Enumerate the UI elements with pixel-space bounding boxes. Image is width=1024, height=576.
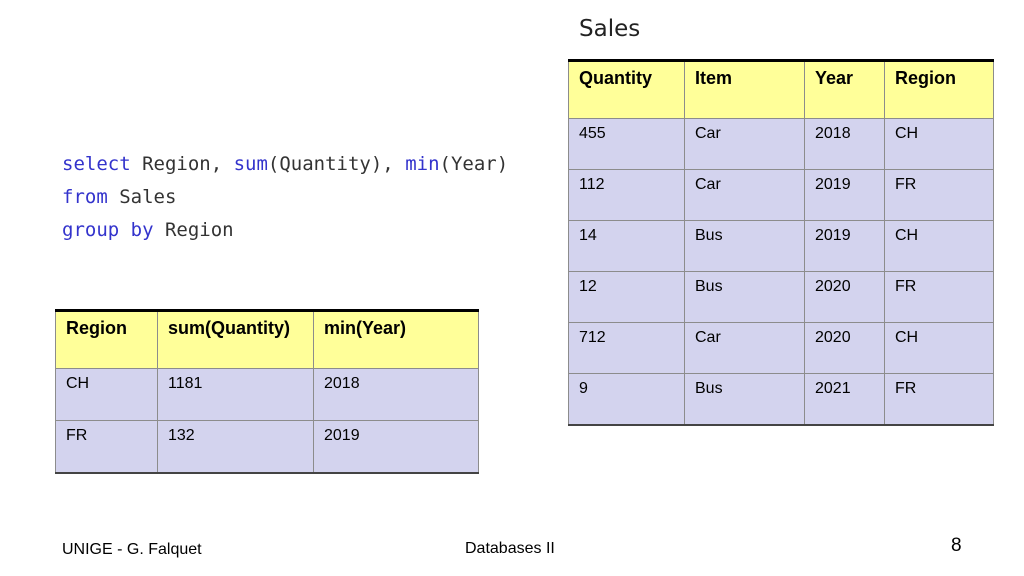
table-cell: 2020 [804,322,885,374]
table-row: 455 Car 2018 CH [568,118,994,170]
sales-table-title: Sales [579,16,641,42]
table-cell: CH [884,220,994,272]
sql-text: Region, [130,153,234,175]
table-row: FR 132 2019 [55,420,479,474]
footer-author: UNIGE - G. Falquet [62,541,202,558]
table-cell: CH [55,368,158,421]
table-cell: 2020 [804,271,885,323]
table-cell: Car [684,118,805,170]
table-cell: 2018 [804,118,885,170]
table-row: 14 Bus 2019 CH [568,220,994,272]
table-cell: 12 [568,271,685,323]
sales-table: Quantity Item Year Region 455 Car 2018 C… [568,59,994,426]
table-cell: Bus [684,220,805,272]
table-cell: 1181 [157,368,314,421]
table-cell: 2019 [313,420,479,474]
table-cell: FR [884,169,994,221]
table-row: 9 Bus 2021 FR [568,373,994,426]
sql-query: select Region, sum(Quantity), min(Year) f… [62,148,508,247]
sql-line: select Region, sum(Quantity), min(Year) [62,148,508,181]
table-cell: 712 [568,322,685,374]
table-row: CH 1181 2018 [55,368,479,421]
table-cell: 112 [568,169,685,221]
sql-keyword: min [405,153,440,175]
header-cell: min(Year) [313,310,479,369]
sql-line: from Sales [62,181,508,214]
table-cell: 14 [568,220,685,272]
table-cell: FR [884,271,994,323]
header-cell: Item [684,60,805,119]
sql-text: Region [153,219,234,241]
header-cell: sum(Quantity) [157,310,314,369]
sql-keyword: sum [233,153,268,175]
sql-keyword: from [62,186,108,208]
header-cell: Year [804,60,885,119]
table-cell: Bus [684,271,805,323]
table-cell: 455 [568,118,685,170]
sql-keyword: select [62,153,131,175]
table-cell: CH [884,118,994,170]
table-cell: 9 [568,373,685,426]
header-cell: Quantity [568,60,685,119]
table-cell: FR [55,420,158,474]
page-number: 8 [951,535,962,556]
header-cell: Region [884,60,994,119]
result-header-row: Region sum(Quantity) min(Year) [55,310,479,369]
table-cell: 2019 [804,169,885,221]
table-row: 112 Car 2019 FR [568,169,994,221]
table-cell: 2019 [804,220,885,272]
sql-text: (Quantity), [267,153,406,175]
footer-course-title: Databases II [465,540,555,557]
table-cell: CH [884,322,994,374]
sql-line: group by Region [62,214,508,247]
sql-text: Sales [107,186,177,208]
header-cell: Region [55,310,158,369]
table-cell: 2021 [804,373,885,426]
table-cell: 2018 [313,368,479,421]
sql-keyword: group by [62,219,154,241]
table-cell: Car [684,169,805,221]
table-row: 712 Car 2020 CH [568,322,994,374]
table-cell: Car [684,322,805,374]
sales-header-row: Quantity Item Year Region [568,60,994,119]
table-row: 12 Bus 2020 FR [568,271,994,323]
result-table: Region sum(Quantity) min(Year) CH 1181 2… [55,309,479,474]
table-cell: 132 [157,420,314,474]
table-cell: Bus [684,373,805,426]
sql-text: (Year) [439,153,509,175]
table-cell: FR [884,373,994,426]
